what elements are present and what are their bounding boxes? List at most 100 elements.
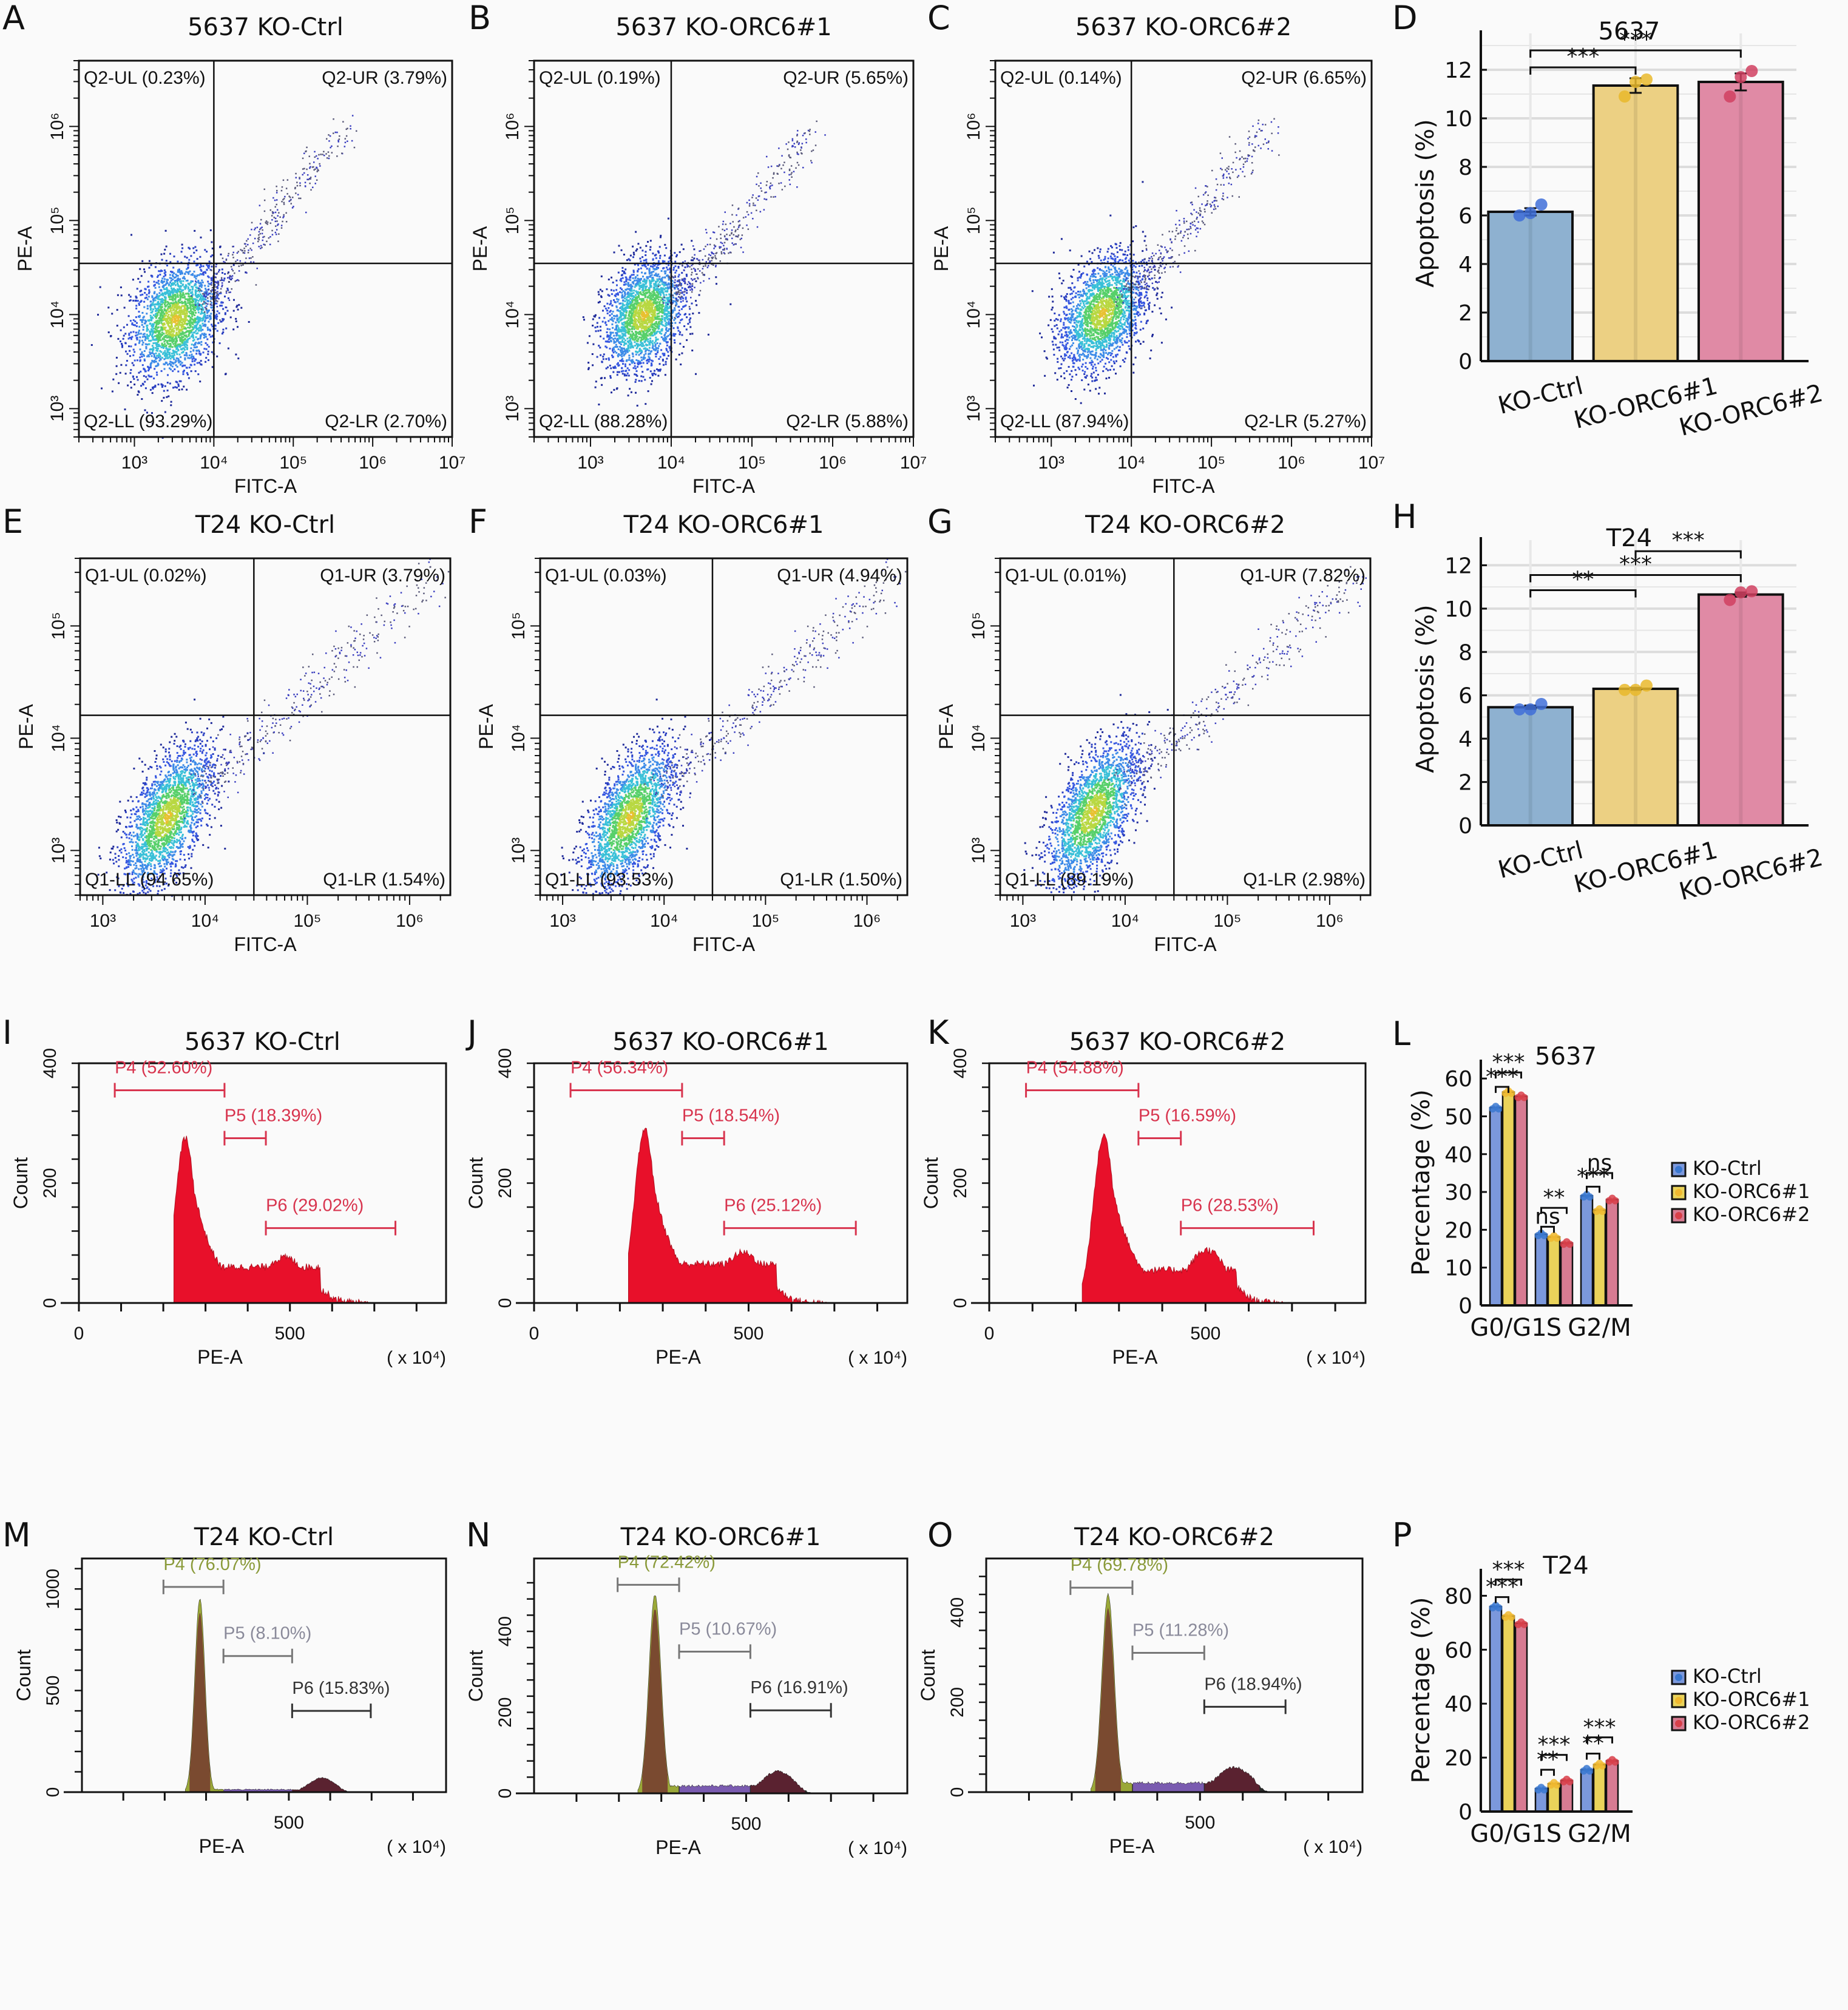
- event-dot: [177, 311, 179, 313]
- event-dot: [177, 289, 179, 291]
- event-dot: [260, 227, 262, 229]
- event-dot: [691, 240, 693, 242]
- event-dot: [242, 251, 245, 254]
- event-dot: [665, 340, 668, 343]
- event-dot: [265, 220, 268, 222]
- event-dot: [198, 327, 200, 329]
- event-dot: [141, 336, 144, 338]
- event-dot: [191, 297, 193, 299]
- event-dot: [646, 307, 649, 310]
- event-dot: [688, 313, 691, 316]
- event-dot: [308, 178, 310, 180]
- event-dot: [192, 274, 194, 276]
- event-dot: [222, 257, 224, 259]
- event-dot: [225, 292, 228, 294]
- event-dot: [168, 305, 170, 308]
- event-dot: [169, 382, 171, 385]
- event-dot: [624, 325, 627, 328]
- event-dot: [614, 350, 616, 353]
- event-dot: [135, 296, 137, 298]
- event-dot: [597, 291, 600, 293]
- event-dot: [660, 287, 662, 289]
- y-tick-label: 10³: [47, 396, 67, 422]
- event-dot: [648, 317, 649, 319]
- event-dot: [180, 330, 182, 332]
- event-dot: [658, 301, 661, 303]
- event-dot: [200, 334, 202, 336]
- chart-title: 5637 KO-ORC6#1: [615, 13, 831, 41]
- event-dot: [663, 314, 666, 316]
- event-dot: [184, 346, 187, 348]
- event-dot: [658, 246, 661, 248]
- event-dot: [667, 302, 669, 304]
- event-dot: [686, 316, 688, 319]
- event-dot: [145, 347, 147, 350]
- event-dot: [135, 325, 138, 328]
- event-dot: [669, 267, 671, 269]
- event-dot: [168, 317, 171, 320]
- event-dot: [203, 298, 205, 300]
- event-dot: [645, 306, 648, 308]
- event-dot: [181, 302, 183, 304]
- event-dot: [616, 310, 618, 312]
- event-dot: [192, 334, 194, 336]
- event-dot: [630, 317, 632, 320]
- event-dot: [258, 231, 260, 233]
- event-dot: [161, 300, 163, 302]
- event-dot: [263, 210, 266, 212]
- event-dot: [207, 328, 209, 331]
- event-dot: [176, 279, 178, 281]
- event-dot: [663, 340, 666, 342]
- event-dot: [161, 277, 164, 280]
- event-dot: [672, 269, 675, 271]
- event-dot: [654, 373, 657, 376]
- event-dot: [726, 238, 728, 240]
- event-dot: [623, 283, 625, 286]
- event-dot: [174, 334, 176, 337]
- event-dot: [286, 193, 288, 195]
- event-dot: [151, 348, 153, 350]
- event-dot: [622, 363, 624, 365]
- event-dot: [210, 277, 212, 280]
- event-dot: [635, 276, 637, 279]
- event-dot: [338, 138, 340, 140]
- event-dot: [620, 347, 623, 350]
- event-dot: [261, 226, 263, 228]
- event-dot: [181, 310, 183, 312]
- event-dot: [220, 301, 223, 303]
- event-dot: [177, 271, 179, 273]
- event-dot: [637, 280, 639, 282]
- event-dot: [641, 256, 644, 259]
- event-dot: [192, 323, 194, 325]
- event-dot: [619, 307, 621, 310]
- event-dot: [200, 290, 203, 292]
- event-dot: [170, 401, 172, 403]
- event-dot: [666, 286, 669, 288]
- event-dot: [692, 313, 694, 315]
- event-dot: [232, 245, 234, 248]
- event-dot: [174, 298, 177, 300]
- event-dot: [642, 311, 645, 313]
- event-dot: [184, 335, 187, 337]
- event-dot: [177, 385, 180, 387]
- event-dot: [153, 280, 155, 283]
- event-dot: [163, 322, 166, 325]
- event-dot: [164, 283, 167, 286]
- event-dot: [640, 340, 642, 343]
- event-dot: [171, 296, 174, 299]
- event-dot: [202, 299, 205, 301]
- event-dot: [163, 313, 166, 315]
- event-dot: [210, 255, 212, 258]
- event-dot: [628, 323, 631, 325]
- event-dot: [216, 287, 218, 289]
- event-dot: [192, 247, 195, 249]
- event-dot: [651, 304, 652, 306]
- event-dot: [172, 314, 174, 316]
- event-dot: [259, 228, 261, 231]
- event-dot: [637, 264, 639, 266]
- event-dot: [143, 359, 146, 362]
- event-dot: [640, 356, 643, 359]
- event-dot: [107, 331, 110, 334]
- event-dot: [662, 276, 664, 279]
- event-dot: [641, 249, 644, 252]
